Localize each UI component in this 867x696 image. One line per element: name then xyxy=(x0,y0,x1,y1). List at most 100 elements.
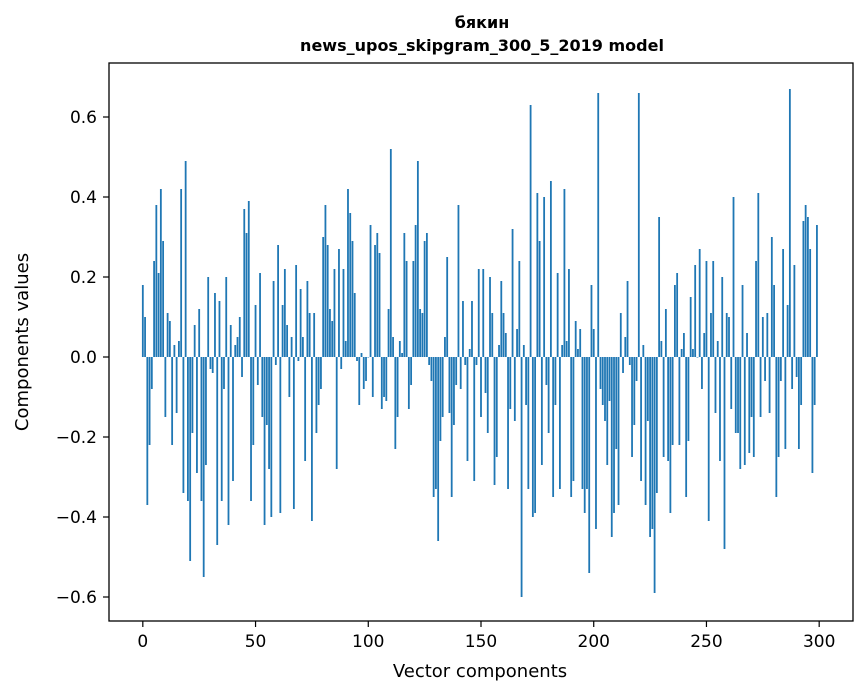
bar xyxy=(628,357,631,365)
bar xyxy=(590,285,593,357)
bar xyxy=(786,305,789,357)
bar xyxy=(714,357,717,413)
bar xyxy=(459,357,462,389)
bar xyxy=(755,261,757,357)
bar xyxy=(615,357,618,449)
bar xyxy=(385,357,388,401)
bar xyxy=(245,233,248,357)
bar xyxy=(392,337,394,357)
bar xyxy=(168,321,171,357)
bar xyxy=(259,273,261,357)
bar xyxy=(477,269,480,357)
bar xyxy=(644,357,647,505)
bar xyxy=(509,357,512,409)
bar xyxy=(281,305,284,357)
bar xyxy=(365,357,367,381)
bar xyxy=(416,161,419,357)
bar xyxy=(653,357,656,593)
bar xyxy=(766,313,769,357)
bar xyxy=(613,357,615,513)
bar xyxy=(608,357,611,401)
bar xyxy=(308,313,311,357)
bar xyxy=(626,281,629,357)
bar xyxy=(525,357,527,405)
bar xyxy=(331,321,334,357)
bar xyxy=(793,265,796,357)
bar xyxy=(667,357,670,461)
bar xyxy=(599,357,602,389)
bar xyxy=(807,217,809,357)
bar xyxy=(646,357,649,421)
bar xyxy=(574,321,577,357)
bar xyxy=(410,357,413,385)
bar xyxy=(162,241,165,357)
bar xyxy=(730,357,733,409)
bar xyxy=(335,357,338,469)
bar xyxy=(306,281,309,357)
bar xyxy=(425,233,428,357)
bar xyxy=(439,357,442,441)
bar xyxy=(466,357,469,461)
bar xyxy=(358,357,361,405)
bar xyxy=(664,309,667,357)
bar xyxy=(153,261,155,357)
bar xyxy=(809,249,812,357)
bar xyxy=(752,357,755,457)
bar xyxy=(640,357,642,481)
bar xyxy=(234,345,237,357)
bar xyxy=(779,357,782,381)
bar xyxy=(800,357,803,405)
bar xyxy=(419,309,422,357)
bar xyxy=(651,357,654,529)
bar xyxy=(398,341,401,357)
y-tick-label: 0.2 xyxy=(70,268,97,288)
x-axis-label: Vector components xyxy=(393,661,567,682)
y-axis-label: Components values xyxy=(12,253,33,431)
bar xyxy=(207,277,210,357)
bar xyxy=(157,273,160,357)
bar xyxy=(662,357,665,457)
bar xyxy=(685,357,688,497)
bar xyxy=(216,357,219,545)
bar xyxy=(362,357,365,389)
bars-group xyxy=(141,89,818,597)
bar xyxy=(554,357,557,405)
bar xyxy=(295,265,298,357)
bar xyxy=(141,285,144,357)
bar xyxy=(297,357,300,361)
x-tick-label: 100 xyxy=(352,632,384,652)
bar xyxy=(353,293,356,357)
bar xyxy=(579,329,582,357)
bar xyxy=(549,181,552,357)
bar xyxy=(601,357,604,405)
bar xyxy=(342,269,345,357)
bar xyxy=(701,357,703,389)
bar xyxy=(428,357,431,365)
bar xyxy=(773,285,775,357)
bar xyxy=(374,245,376,357)
bar xyxy=(175,357,178,413)
bar xyxy=(407,357,410,409)
bar xyxy=(369,225,372,357)
bar xyxy=(504,333,507,357)
bar xyxy=(649,357,651,537)
bar xyxy=(301,337,304,357)
bar xyxy=(703,333,706,357)
bar xyxy=(322,237,325,357)
bar xyxy=(536,193,539,357)
bar xyxy=(256,357,259,385)
bar xyxy=(531,357,534,517)
x-tick-label: 250 xyxy=(690,632,722,652)
bar xyxy=(527,357,530,489)
bar xyxy=(252,357,255,445)
bar xyxy=(148,357,151,445)
bar xyxy=(283,269,286,357)
bar xyxy=(759,357,762,417)
bar xyxy=(198,309,201,357)
bar xyxy=(624,337,627,357)
bar xyxy=(184,161,187,357)
bar xyxy=(552,357,555,497)
bar xyxy=(797,357,800,449)
y-axis-ticks: −0.6 −0.4 −0.2 0.0 0.2 0.4 0.6 xyxy=(56,108,109,608)
bar xyxy=(225,277,228,357)
